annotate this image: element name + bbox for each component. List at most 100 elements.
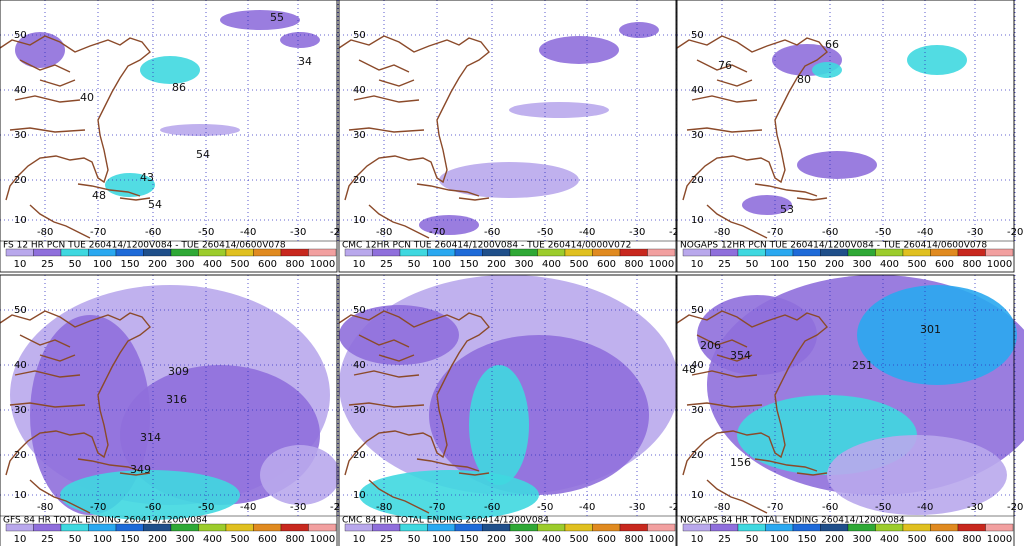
lon-label: -20 (1007, 227, 1023, 238)
lat-label: 20 (691, 450, 704, 461)
colorbar-swatch (930, 248, 959, 257)
lat-label: 10 (353, 215, 366, 226)
colorbar-label: 100 (93, 534, 112, 545)
colorbar-swatch (985, 523, 1014, 532)
lat-label: 10 (14, 215, 27, 226)
colorbar-label: 500 (230, 534, 249, 545)
colorbar-swatch (647, 248, 676, 257)
precip-area (509, 102, 609, 118)
colorbar-label: 300 (175, 259, 194, 270)
lat-label: 10 (691, 490, 704, 501)
colorbar-label: 1000 (987, 534, 1012, 545)
colorbar-swatch (710, 248, 739, 257)
lon-label: -40 (579, 227, 595, 238)
panel-title: GFS 84 HR TOTAL ENDING 260414/1200V084 (3, 516, 208, 526)
colorbar-label: 800 (624, 534, 643, 545)
colorbar-swatch (902, 523, 931, 532)
colorbar-label: 25 (380, 259, 393, 270)
lon-label: -30 (629, 227, 645, 238)
lat-label: 30 (353, 405, 366, 416)
precip-area (419, 215, 479, 235)
colorbar-swatch (509, 248, 538, 257)
coastline (0, 310, 151, 514)
colorbar-label: 800 (285, 259, 304, 270)
map-panel: 50 40 30 20 10 -80 -70 -60 -50 -40 -30 -20 55 34 86 40 5… (0, 0, 346, 273)
colorbar-swatch (509, 523, 538, 532)
lat-label: 40 (691, 85, 704, 96)
colorbar-swatch (115, 523, 144, 532)
colorbar-label: 150 (797, 534, 816, 545)
precip-area (812, 62, 842, 78)
colorbar-swatch (985, 248, 1014, 257)
lon-label: -30 (967, 227, 983, 238)
lat-label: 20 (14, 175, 27, 186)
panel-title: NOGAPS 12HR PCN TUE 260414/1200V084 - TU… (680, 241, 987, 251)
colorbar-swatch (847, 523, 876, 532)
precip-area (260, 445, 340, 505)
colorbar-label: 25 (718, 534, 731, 545)
point-value: 354 (730, 349, 751, 362)
colorbar-swatch (765, 523, 794, 532)
lat-label: 50 (14, 30, 27, 41)
lat-label: 20 (353, 175, 366, 186)
precip-area (697, 295, 817, 375)
lon-label: -50 (875, 502, 891, 513)
colorbar-swatch (170, 523, 199, 532)
lat-label: 30 (353, 130, 366, 141)
colorbar-swatch (647, 523, 676, 532)
lat-label: 20 (14, 450, 27, 461)
colorbar-label: 25 (380, 534, 393, 545)
point-value: 76 (718, 59, 732, 72)
point-value: 43 (140, 171, 154, 184)
lon-label: -30 (967, 502, 983, 513)
lat-label: 30 (14, 405, 27, 416)
lat-label: 10 (14, 490, 27, 501)
lon-label: -60 (822, 502, 838, 513)
colorbar-swatch (143, 523, 172, 532)
lon-label: -80 (714, 227, 730, 238)
lat-label: 50 (691, 305, 704, 316)
lon-label: -60 (145, 227, 161, 238)
coastline (0, 35, 151, 239)
colorbar-label: 100 (770, 259, 789, 270)
colorbar-label: 400 (203, 534, 222, 545)
lon-label: -40 (579, 502, 595, 513)
point-value: 54 (148, 198, 162, 211)
colorbar-label: 150 (120, 259, 139, 270)
point-value: 34 (298, 55, 312, 68)
lat-label: 40 (691, 360, 704, 371)
lon-label: -50 (537, 227, 553, 238)
map-area (338, 0, 677, 242)
precip-area (907, 45, 967, 75)
colorbar-swatch (427, 523, 456, 532)
colorbar-swatch (5, 523, 34, 532)
colorbar-swatch (930, 523, 959, 532)
colorbar-label: 10 (353, 534, 366, 545)
point-value: 53 (780, 203, 794, 216)
lon-label: -60 (484, 502, 500, 513)
lon-label: -40 (240, 227, 256, 238)
panel-title: NOGAPS 84 HR TOTAL ENDING 260414/1200V08… (680, 516, 905, 526)
colorbar-label: 50 (746, 259, 759, 270)
point-value: 206 (700, 339, 721, 352)
lat-label: 40 (14, 360, 27, 371)
point-value: 54 (196, 148, 210, 161)
colorbar-swatch (875, 523, 904, 532)
colorbar-label: 500 (907, 259, 926, 270)
lat-label: 20 (353, 450, 366, 461)
lon-label: -80 (376, 227, 392, 238)
colorbar-label: 300 (852, 259, 871, 270)
precip-area (539, 36, 619, 64)
colorbar-swatch (564, 523, 593, 532)
colorbar-label: 300 (852, 534, 871, 545)
point-value: 251 (852, 359, 873, 372)
colorbar-label: 800 (285, 534, 304, 545)
colorbar-swatch (170, 248, 199, 257)
colorbar-label: 600 (597, 534, 616, 545)
lat-label: 50 (691, 30, 704, 41)
colorbar-label: 600 (258, 259, 277, 270)
colorbar-label: 10 (14, 534, 27, 545)
point-value: 316 (166, 393, 187, 406)
